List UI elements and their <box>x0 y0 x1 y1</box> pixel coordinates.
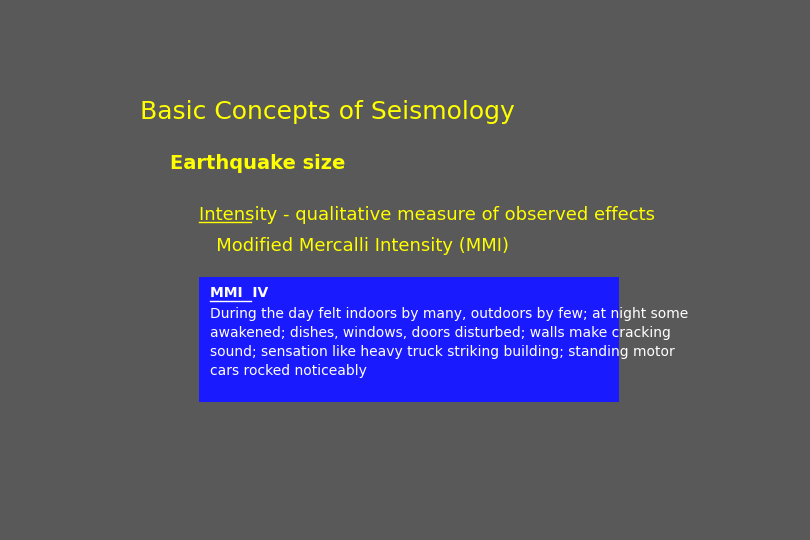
Text: Modified Mercalli Intensity (MMI): Modified Mercalli Intensity (MMI) <box>198 238 509 255</box>
Text: During the day felt indoors by many, outdoors by few; at night some
awakened; di: During the day felt indoors by many, out… <box>210 307 688 377</box>
Text: Intensity - qualitative measure of observed effects: Intensity - qualitative measure of obser… <box>198 206 654 224</box>
Text: MMI  IV: MMI IV <box>210 286 268 300</box>
FancyBboxPatch shape <box>198 277 619 402</box>
Text: Basic Concepts of Seismology: Basic Concepts of Seismology <box>140 100 515 124</box>
Text: Earthquake size: Earthquake size <box>170 154 346 173</box>
